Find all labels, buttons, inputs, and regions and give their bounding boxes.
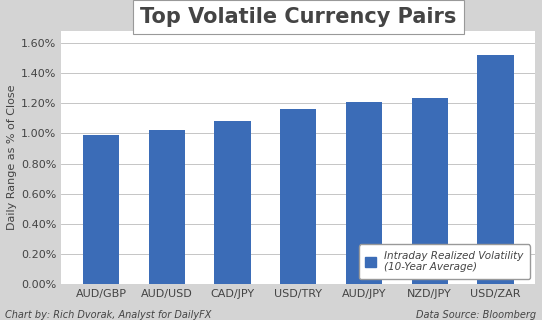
Title: Top Volatile Currency Pairs: Top Volatile Currency Pairs <box>140 7 456 27</box>
Bar <box>83 135 119 284</box>
Bar <box>411 98 448 284</box>
Bar <box>280 109 317 284</box>
Text: Chart by: Rich Dvorak, Analyst for DailyFX: Chart by: Rich Dvorak, Analyst for Daily… <box>5 310 212 320</box>
Y-axis label: Daily Range as % of Close: Daily Range as % of Close <box>7 85 17 230</box>
Bar <box>478 55 513 284</box>
Text: Data Source: Bloomberg: Data Source: Bloomberg <box>416 310 537 320</box>
Legend: Intraday Realized Volatility
(10-Year Average): Intraday Realized Volatility (10-Year Av… <box>359 244 530 279</box>
Bar <box>149 130 185 284</box>
Bar <box>346 102 382 284</box>
Bar <box>215 121 250 284</box>
